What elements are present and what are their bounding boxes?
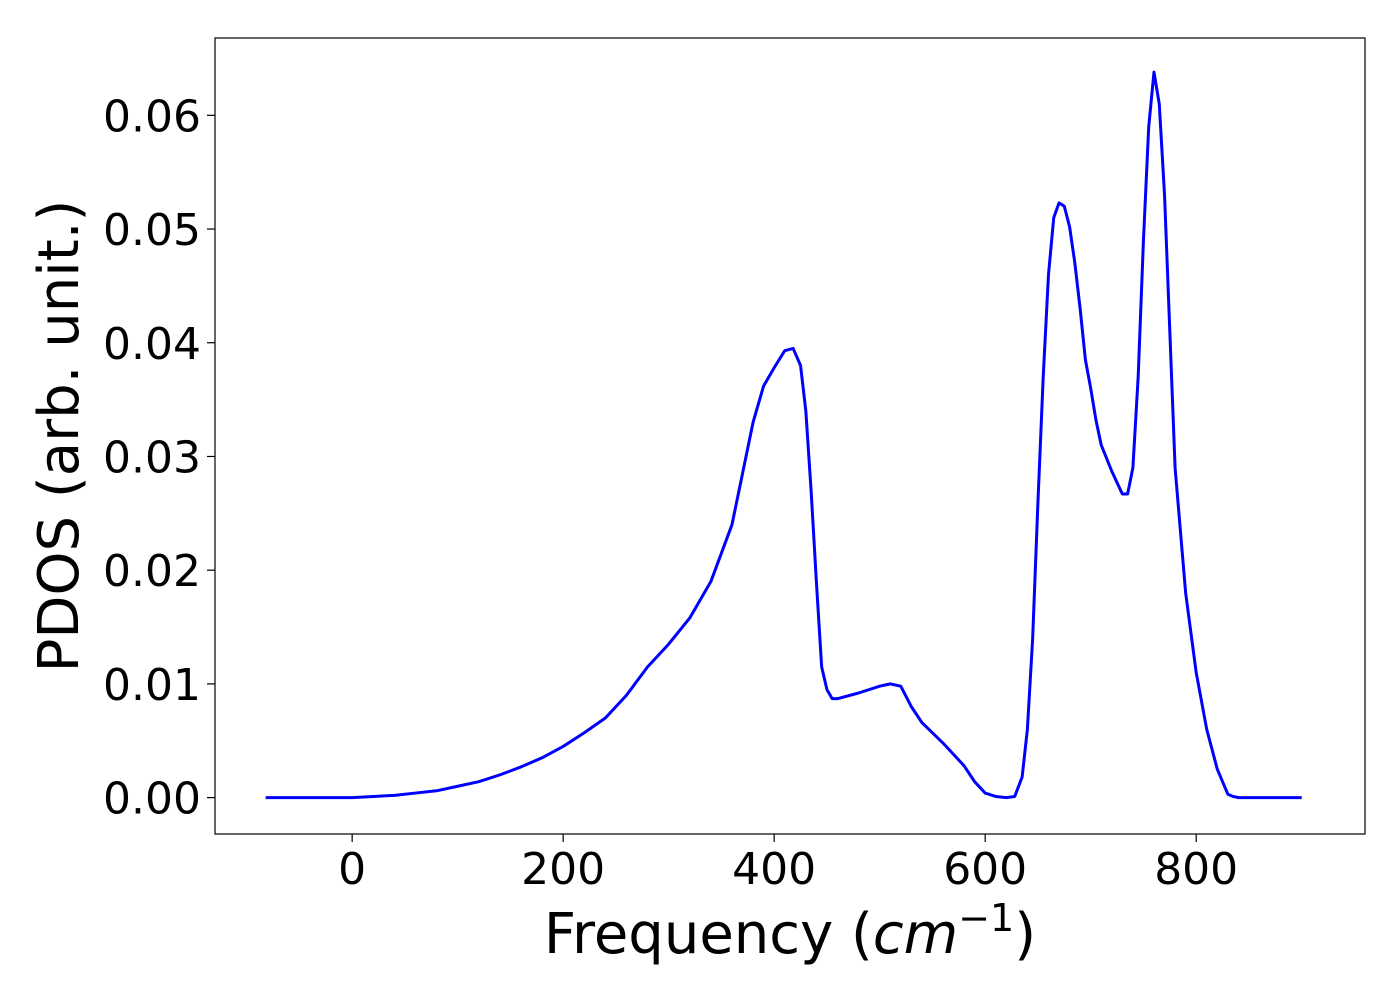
x-tick-label: 800 — [1154, 844, 1238, 895]
y-tick-label: 0.01 — [103, 660, 201, 711]
y-tick-label: 0.06 — [103, 91, 201, 142]
x-tick-label: 200 — [521, 844, 605, 895]
plot-background — [215, 38, 1365, 834]
x-tick-label: 600 — [943, 844, 1027, 895]
y-axis-label: PDOS (arb. unit.) — [27, 200, 92, 673]
y-tick-label: 0.02 — [103, 546, 201, 597]
x-tick-label: 0 — [338, 844, 366, 895]
y-axis: 0.00 0.01 0.02 0.03 0.04 0.05 0.06 — [103, 91, 215, 825]
y-tick-label: 0.04 — [103, 319, 201, 370]
y-tick-label: 0.00 — [103, 774, 201, 825]
x-axis: 0 200 400 600 800 — [338, 834, 1238, 895]
pdos-series-line — [265, 70, 1302, 800]
y-tick-label: 0.03 — [103, 432, 201, 483]
plot-frame — [214, 37, 1366, 835]
x-axis-label: Frequency (cm−1) — [544, 896, 1036, 967]
x-tick-label: 400 — [732, 844, 816, 895]
y-tick-label: 0.05 — [103, 205, 201, 256]
